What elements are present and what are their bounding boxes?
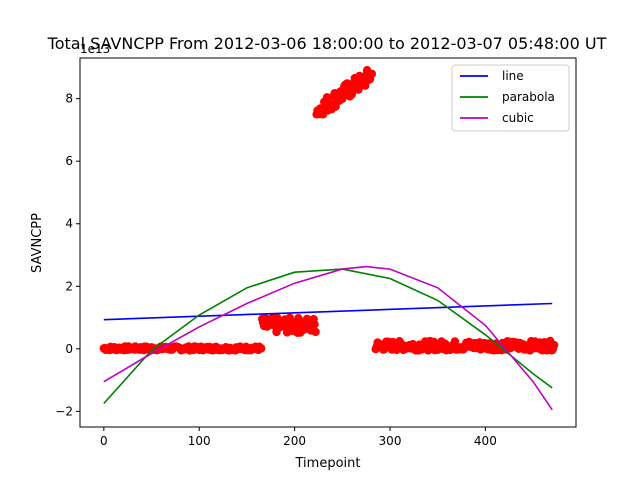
x-tick-label: 400 bbox=[474, 434, 497, 448]
legend-box bbox=[451, 64, 570, 132]
plot-frame bbox=[79, 57, 577, 428]
scatter-point bbox=[424, 346, 433, 355]
fit-lines-layer bbox=[103, 265, 553, 411]
y-axis-label: SAVNCPP bbox=[30, 213, 45, 273]
x-tick-label: 100 bbox=[188, 434, 211, 448]
plot-area bbox=[79, 57, 577, 428]
y-axis: −2 0 2 4 6 8 bbox=[55, 92, 80, 418]
x-axis-label: Timepoint bbox=[295, 456, 361, 471]
legend-label-cubic: cubic bbox=[502, 111, 534, 125]
scatter-point bbox=[257, 344, 266, 353]
series-line-cubic bbox=[103, 265, 553, 411]
y-tick-label: 2 bbox=[65, 279, 73, 293]
x-tick-label: 0 bbox=[100, 434, 108, 448]
x-tick-label: 200 bbox=[283, 434, 306, 448]
legend-label-parabola: parabola bbox=[502, 90, 555, 104]
x-tick-label: 300 bbox=[379, 434, 402, 448]
chart-title: Total SAVNCPP From 2012-03-06 18:00:00 t… bbox=[47, 34, 607, 53]
scatter-point bbox=[549, 340, 559, 350]
scatter-point bbox=[310, 320, 319, 329]
x-axis: 0 100 200 300 400 bbox=[100, 427, 497, 448]
y-tick-label: 4 bbox=[65, 217, 73, 231]
series-line-line bbox=[103, 302, 553, 321]
scatter-point bbox=[367, 69, 377, 79]
y-tick-label: 0 bbox=[65, 342, 73, 356]
y-tick-label: 8 bbox=[65, 92, 73, 106]
legend-label-line: line bbox=[502, 69, 524, 83]
legend: line parabola cubic bbox=[451, 64, 570, 132]
y-offset-label: 1e13 bbox=[80, 42, 110, 56]
scatter-point bbox=[322, 93, 332, 102]
scatter-point bbox=[311, 327, 320, 337]
scatter-layer bbox=[99, 66, 559, 355]
y-tick-label: −2 bbox=[55, 404, 73, 418]
y-tick-label: 6 bbox=[65, 154, 73, 168]
